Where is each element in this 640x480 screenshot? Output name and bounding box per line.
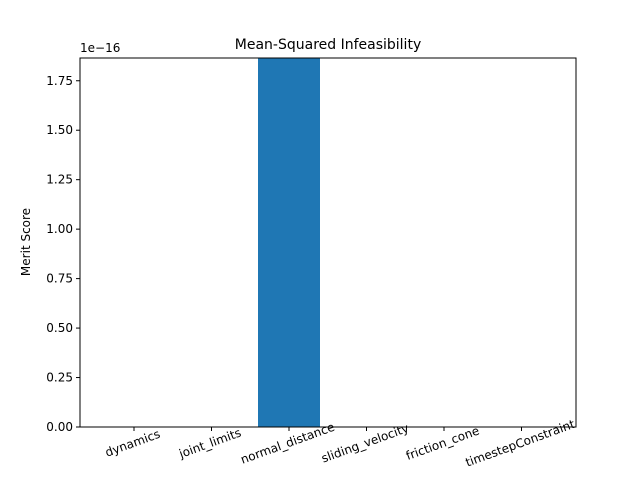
- y-tick-label: 1.50: [46, 123, 73, 137]
- y-tick-label: 1.75: [46, 74, 73, 88]
- x-tick-label: timestepConstraint: [464, 417, 577, 470]
- y-tick-label: 0.25: [46, 371, 73, 385]
- y-offset-text: 1e−16: [80, 41, 120, 55]
- y-tick-label: 1.25: [46, 173, 73, 187]
- bars-group: [258, 58, 320, 427]
- chart-title: Mean-Squared Infeasibility: [235, 37, 421, 53]
- y-tick-label: 1.00: [46, 222, 73, 236]
- x-tick-label: joint_limits: [176, 426, 243, 462]
- y-tick-label: 0.75: [46, 272, 73, 286]
- y-tick-label: 0.00: [46, 420, 73, 434]
- y-axis: 0.00 0.25 0.50 0.75 1.00 1.25 1.50 1.75: [46, 74, 80, 434]
- x-tick-label: dynamics: [103, 427, 162, 460]
- plot-frame: [79, 57, 577, 428]
- bar-normal-distance: [258, 58, 320, 427]
- x-axis: dynamics joint_limitsnormal_distanceslidi…: [103, 417, 577, 470]
- y-tick-label: 0.50: [46, 321, 73, 335]
- y-axis-label: Merit Score: [19, 208, 33, 276]
